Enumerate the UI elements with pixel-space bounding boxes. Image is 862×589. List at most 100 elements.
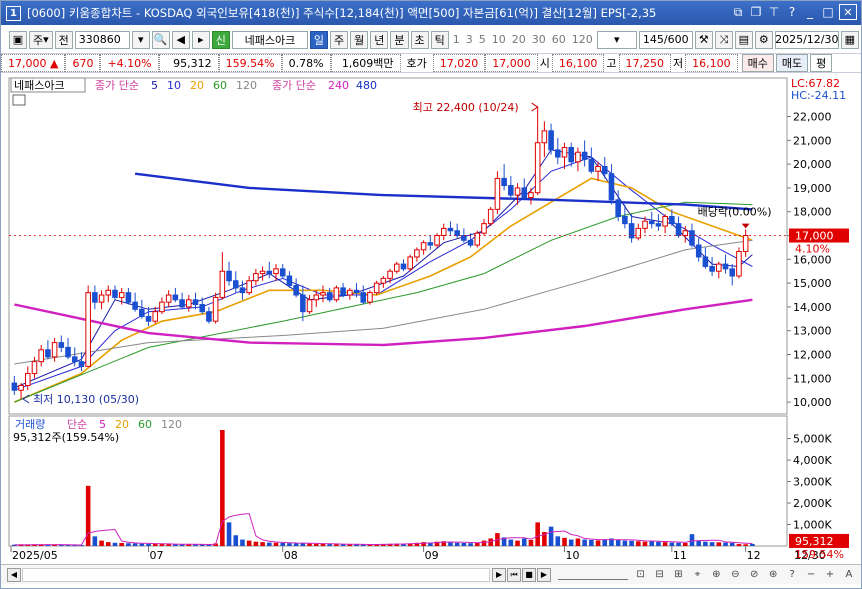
ask-price: 17,020 xyxy=(432,54,486,72)
stop-button[interactable]: ■ xyxy=(522,567,536,582)
candle-body xyxy=(642,220,648,229)
minute-5[interactable]: 5 xyxy=(478,33,486,46)
minimize-icon[interactable]: _ xyxy=(807,5,813,19)
dividend-annotation: 배당락(0.00%) xyxy=(698,206,772,219)
dropdown-icon[interactable]: ▾ xyxy=(131,30,150,49)
candle-body xyxy=(152,311,159,322)
period-minute[interactable]: 분 xyxy=(390,30,409,49)
period-daily[interactable]: 일 xyxy=(309,30,329,49)
volume-bar xyxy=(481,540,487,546)
save-icon[interactable]: ▤ xyxy=(734,30,753,49)
volume-bar xyxy=(18,544,24,546)
compare-icon[interactable]: ⤨ xyxy=(714,30,733,49)
candle-body xyxy=(367,292,373,303)
volume-bar xyxy=(568,539,574,546)
eval-button[interactable]: 평 xyxy=(810,54,833,72)
calendar-icon[interactable]: ▦ xyxy=(840,30,859,49)
date-input[interactable]: 2025/12/30 xyxy=(774,30,839,49)
period-main-select[interactable]: 주 ▾ xyxy=(29,30,53,49)
stock-code-input[interactable]: 330860 xyxy=(74,30,130,49)
search-icon[interactable]: 🔍 xyxy=(151,30,170,49)
candle-body xyxy=(38,349,44,363)
minute-10[interactable]: 10 xyxy=(491,33,506,46)
price-panel xyxy=(8,77,788,415)
maximize-icon[interactable]: □ xyxy=(822,5,834,19)
count-display[interactable]: 145/600 xyxy=(638,30,693,49)
help-bottom-icon[interactable]: ? xyxy=(789,569,795,580)
candle-body xyxy=(58,342,65,348)
volume-bar xyxy=(615,539,621,546)
sell-button[interactable]: 매도 xyxy=(775,54,809,72)
volume-bar xyxy=(629,540,634,546)
scroll-track[interactable] xyxy=(21,567,491,582)
legend-ma-20: 20 xyxy=(190,79,204,92)
volume-bar xyxy=(602,539,608,546)
volume-bar xyxy=(112,542,118,546)
volume-bar xyxy=(475,542,480,546)
tools-icon[interactable]: ⚒ xyxy=(694,30,713,49)
minute-60[interactable]: 60 xyxy=(551,33,566,46)
help-icon[interactable]: ? xyxy=(788,5,796,19)
buy-button[interactable]: 매수 xyxy=(741,54,774,72)
candle-body xyxy=(246,280,252,294)
grow-icon[interactable]: + xyxy=(825,569,835,580)
minute-1[interactable]: 1 xyxy=(452,33,460,46)
scroll-left-button[interactable]: ◀ xyxy=(7,567,21,582)
volume-bar xyxy=(656,541,661,546)
step-icon[interactable]: ▸ xyxy=(191,30,210,49)
ma-60-line xyxy=(14,201,753,403)
close-icon[interactable]: ✕ xyxy=(839,4,857,20)
period-weekly[interactable]: 주 xyxy=(330,30,349,49)
minute-3[interactable]: 3 xyxy=(465,33,473,46)
settings-icon[interactable]: ⊛ xyxy=(768,569,778,580)
scroll-right-button[interactable]: ▶ xyxy=(492,567,507,582)
crosshair-icon[interactable]: ⌖ xyxy=(694,569,701,580)
shrink-icon[interactable]: − xyxy=(806,569,816,580)
pin-icon[interactable]: ⊤ xyxy=(768,5,780,19)
clear-icon[interactable]: ⊘ xyxy=(750,569,759,580)
candle-body xyxy=(31,361,38,375)
menu-icon[interactable]: ▣ xyxy=(9,30,27,49)
period-yearly[interactable]: 년 xyxy=(370,30,389,49)
ma-480-line xyxy=(134,172,753,211)
speaker-icon[interactable]: ◀ xyxy=(171,30,190,49)
volume-bar xyxy=(246,540,252,546)
candle-body xyxy=(45,349,51,358)
minute-30[interactable]: 30 xyxy=(531,33,546,46)
price-tick-label: 16,000 xyxy=(793,253,832,266)
volume-bar xyxy=(206,544,212,546)
candle-body xyxy=(353,289,360,294)
period-tick[interactable]: 틱 xyxy=(430,30,449,49)
gear-icon[interactable]: ⚙ xyxy=(754,30,773,49)
volume-tick-label: 5,000K xyxy=(793,433,832,446)
period-prev-button[interactable]: 전 xyxy=(54,30,73,49)
zoom-slider[interactable] xyxy=(557,570,628,580)
play-button[interactable]: ▶ xyxy=(536,567,551,582)
volume-bar xyxy=(132,543,138,546)
restore-icon[interactable]: ❐ xyxy=(750,5,762,19)
minute-120[interactable]: 120 xyxy=(571,33,593,46)
x-tick-label: 11 xyxy=(673,549,687,562)
candle-body xyxy=(132,301,138,310)
candle-body xyxy=(387,270,393,279)
skip-back-button[interactable]: ⏮ xyxy=(507,567,522,582)
expand-icon[interactable]: ⊞ xyxy=(674,569,683,580)
link-icon[interactable]: ⧉ xyxy=(733,4,743,19)
new-badge[interactable]: 신 xyxy=(211,30,230,49)
candle-body xyxy=(695,244,702,258)
font-icon[interactable]: A xyxy=(845,569,853,580)
bottom-toolbar: ◀ ▶ ⏮ ■ ▶ ⊡ ⊟ ⊞ ⌖ ⊕ ⊖ ⊘ ⊛ ? − + A xyxy=(1,564,861,584)
zoom-out-icon[interactable]: ⊖ xyxy=(731,569,740,580)
volume-bar xyxy=(542,532,547,546)
period-monthly[interactable]: 월 xyxy=(350,30,369,49)
minute-20[interactable]: 20 xyxy=(511,33,526,46)
view-icon[interactable]: ⊡ xyxy=(636,569,645,580)
minute-custom-input[interactable]: ▾ xyxy=(596,30,637,49)
zoom-in-icon[interactable]: ⊕ xyxy=(712,569,721,580)
x-tick-label: 2025/05 xyxy=(12,549,58,562)
volume-bar xyxy=(723,542,728,546)
candle-body xyxy=(192,299,199,306)
period-second[interactable]: 초 xyxy=(410,30,429,49)
collapse-icon[interactable]: ⊟ xyxy=(655,569,664,580)
chart-area[interactable]: 22,000 21,000 20,000 19,000 18,000 17,000 16,0… xyxy=(1,74,861,564)
